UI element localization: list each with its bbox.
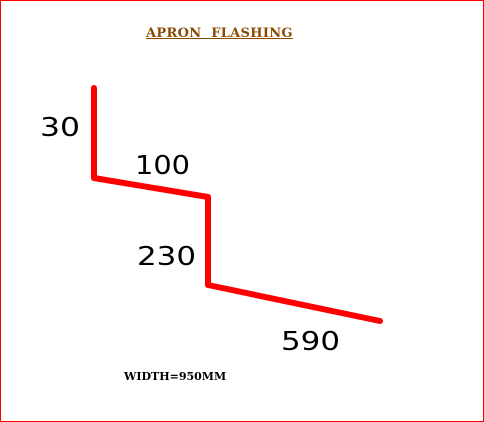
width-note: WIDTH=950MM: [124, 370, 227, 383]
dimension-label-30: 30: [40, 113, 80, 143]
flashing-profile-line: [91, 85, 383, 324]
drawing-title: APRON FLASHING: [146, 26, 293, 41]
dimension-label-590: 590: [281, 327, 340, 357]
dimension-label-100: 100: [135, 151, 190, 181]
dimension-label-230: 230: [137, 242, 196, 272]
